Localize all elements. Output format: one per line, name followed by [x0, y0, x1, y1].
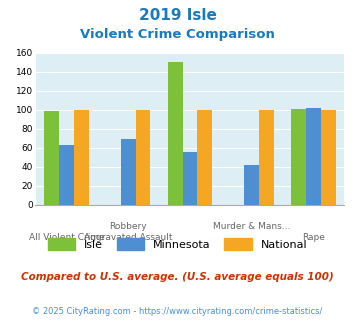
Text: Aggravated Assault: Aggravated Assault — [84, 233, 173, 242]
Text: 2019 Isle: 2019 Isle — [138, 8, 217, 23]
Bar — [74, 110, 89, 205]
Bar — [197, 110, 212, 205]
Bar — [121, 139, 136, 205]
Text: Rape: Rape — [302, 233, 325, 242]
Text: Violent Crime Comparison: Violent Crime Comparison — [80, 28, 275, 41]
Bar — [136, 110, 151, 205]
Bar — [59, 145, 74, 205]
Bar — [259, 110, 274, 205]
Text: Robbery: Robbery — [109, 222, 147, 231]
Bar — [44, 111, 59, 205]
Text: Compared to U.S. average. (U.S. average equals 100): Compared to U.S. average. (U.S. average … — [21, 272, 334, 282]
Bar — [168, 62, 182, 205]
Bar — [321, 110, 336, 205]
Bar — [182, 152, 197, 205]
Legend: Isle, Minnesota, National: Isle, Minnesota, National — [48, 238, 307, 250]
Bar — [306, 108, 321, 205]
Bar — [291, 109, 306, 205]
Bar — [244, 165, 259, 205]
Text: Murder & Mans...: Murder & Mans... — [213, 222, 290, 231]
Text: All Violent Crime: All Violent Crime — [28, 233, 104, 242]
Text: © 2025 CityRating.com - https://www.cityrating.com/crime-statistics/: © 2025 CityRating.com - https://www.city… — [32, 307, 323, 316]
